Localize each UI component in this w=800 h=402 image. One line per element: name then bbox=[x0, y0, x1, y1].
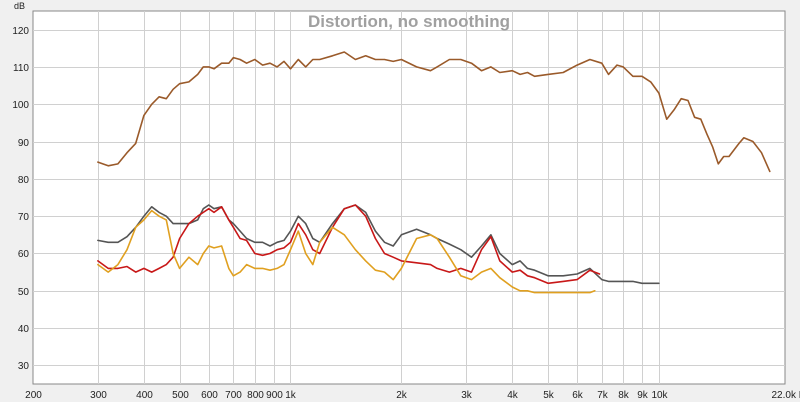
x-tick-label: 700 bbox=[225, 390, 242, 401]
x-tick-label: 2k bbox=[396, 390, 408, 401]
y-tick-label: 120 bbox=[12, 26, 29, 37]
x-tick-label: 200 bbox=[25, 390, 42, 401]
x-tick-label: 10k bbox=[651, 390, 668, 401]
x-tick-label: 9k bbox=[637, 390, 649, 401]
y-tick-label: 80 bbox=[18, 175, 30, 186]
y-axis-unit: dB bbox=[14, 1, 25, 11]
y-tick-label: 30 bbox=[18, 361, 30, 372]
series-line-4 bbox=[97, 209, 596, 294]
series-line-1 bbox=[97, 51, 771, 173]
y-tick-labels: 30 40 50 60 70 80 90 100 110 120 bbox=[12, 26, 29, 372]
y-tick-label: 70 bbox=[18, 212, 30, 223]
x-tick-labels: 200 300 400 500 600 700 800 900 1k 2k 3k 4k 5k 6k 7k 8k… bbox=[25, 390, 800, 401]
chart-title: Distortion, no smoothing bbox=[308, 12, 510, 31]
x-tick-label: 22.0k Hz bbox=[772, 390, 800, 401]
x-tick-label: 600 bbox=[201, 390, 218, 401]
x-tick-label: 5k bbox=[543, 390, 555, 401]
x-tick-label: 8k bbox=[618, 390, 630, 401]
x-tick-label: 300 bbox=[90, 390, 107, 401]
y-gridlines bbox=[33, 30, 785, 366]
y-tick-label: 110 bbox=[13, 63, 29, 74]
y-tick-label: 90 bbox=[18, 138, 30, 149]
x-tick-label: 1k bbox=[285, 390, 297, 401]
series-lines bbox=[97, 51, 771, 294]
x-gridlines bbox=[98, 11, 660, 384]
x-tick-label: 900 bbox=[266, 390, 283, 401]
y-tick-label: 50 bbox=[18, 287, 30, 298]
x-tick-label: 800 bbox=[247, 390, 264, 401]
y-tick-label: 100 bbox=[12, 100, 29, 111]
x-tick-label: 3k bbox=[461, 390, 473, 401]
x-tick-label: 4k bbox=[507, 390, 519, 401]
x-tick-label: 6k bbox=[572, 390, 584, 401]
x-tick-label: 7k bbox=[597, 390, 609, 401]
y-tick-label: 60 bbox=[18, 249, 30, 260]
x-tick-label: 500 bbox=[172, 390, 189, 401]
y-tick-label: 40 bbox=[18, 324, 30, 335]
x-tick-label: 400 bbox=[136, 390, 153, 401]
series-line-2 bbox=[97, 204, 660, 285]
series-line-3 bbox=[97, 204, 601, 285]
